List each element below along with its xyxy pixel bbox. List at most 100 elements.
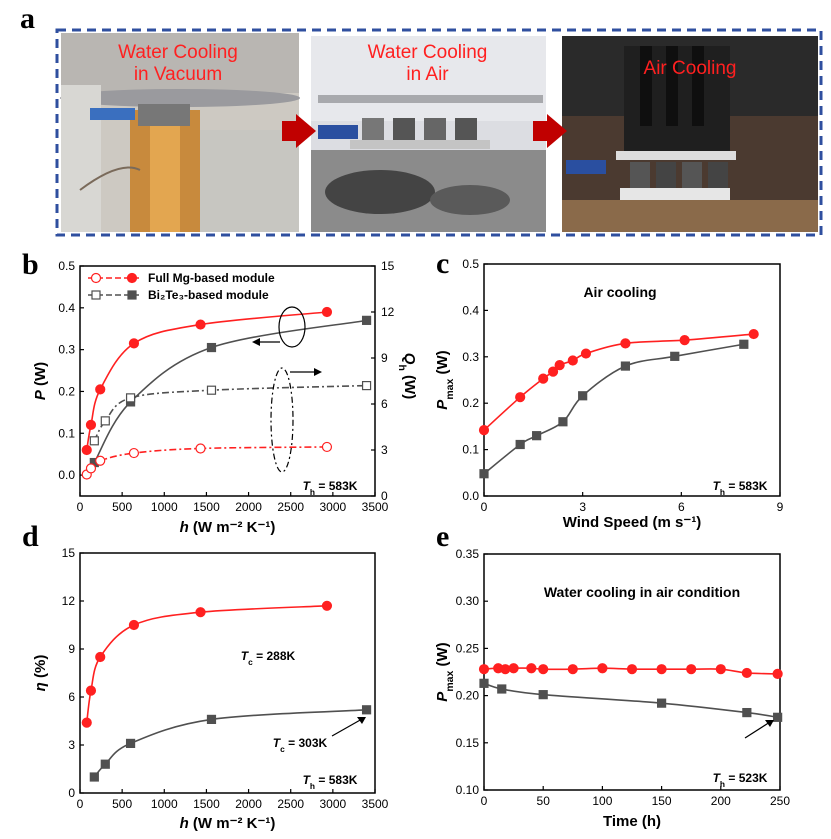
y-tick-label-c-2: 0.2 [462,396,479,410]
panel-letter-d: d [22,520,39,553]
x-tick-label-d-7: 3500 [362,797,389,811]
x-tick-label-c-1: 3 [579,500,586,514]
data-point-b-2-2 [95,455,106,466]
arrow-2 [533,114,567,148]
y-axis-label-d: η (%) [32,655,49,692]
plot-frame-c [483,263,781,497]
data-point-d-1-3 [206,714,217,725]
data-point-e-1-1 [497,684,507,694]
chart-title-e: Water cooling in air condition [544,584,740,600]
panel-letter-e: e [436,520,450,553]
x-tick-label-c-0: 0 [481,500,488,514]
y-right-tick-label-b-2: 6 [381,397,388,411]
photo-label-3: Air Cooling [590,58,790,80]
x-tick-label-b-3: 1500 [193,500,220,514]
y-tick-label-d-5: 15 [62,546,76,560]
data-point-b-3-0 [89,436,99,446]
photo-label-1-line2: in Vacuum [133,64,223,85]
data-point-e-0-0 [478,664,490,675]
series-line-d-0 [85,605,327,723]
y-tick-label-e-2: 0.20 [456,689,480,703]
annotation-e: Th = 523K [713,771,768,789]
data-point-b-0-2 [95,384,106,395]
x-tick-label-e-2: 100 [592,794,612,808]
panel-letter-b: b [22,248,39,281]
data-point-b-0-0 [81,444,92,456]
photo-air-cooling [562,36,818,232]
x-tick-label-d-6: 3000 [320,797,347,811]
photo-water-cooling-vacuum [60,33,300,232]
x-tick-label-b-7: 3500 [362,500,389,514]
series-line-b-0 [85,311,328,451]
data-point-d-0-5 [321,600,333,611]
y-right-tick-label-b-0: 0 [381,489,388,503]
legend-marker-filled-1 [127,290,137,300]
data-point-d-0-3 [128,619,140,631]
data-point-b-0-3 [128,338,140,349]
data-point-c-1-6 [670,351,680,361]
legend-marker-open-0 [90,272,102,284]
data-point-c-0-6 [580,348,592,359]
data-point-e-0-13 [772,668,783,679]
annotation-arrow-e-shaft [744,721,771,739]
data-point-b-3-1 [100,416,110,426]
y-tick-label-e-1: 0.15 [456,736,480,750]
data-point-c-0-7 [620,338,631,349]
data-point-e-1-4 [742,707,752,718]
curve-label-303: Tc = 303K [273,736,328,754]
photo-label-2-line2: in Air [406,64,449,85]
y-tick-label-e-0: 0.10 [456,783,480,797]
y-right-axis-label-b: Qh (W) [396,353,418,399]
legend-label-0: Full Mg-based module [148,271,275,285]
data-point-c-0-4 [554,360,565,371]
annotation-b: Th = 583K [303,479,358,497]
data-point-e-0-7 [597,663,608,674]
y-tick-label-b-0: 0.0 [58,468,75,482]
data-point-c-0-8 [679,334,690,346]
y-axis-label-e: Pmax (W) [434,642,456,701]
x-tick-label-e-5: 250 [770,794,790,808]
legend-label-1: Bi₂Te₃-based module [148,288,269,302]
data-point-c-1-4 [578,391,588,401]
data-point-e-0-3 [508,663,519,674]
data-point-e-0-8 [626,664,638,675]
x-tick-label-d-5: 2500 [277,797,304,811]
series-line-e-1 [483,682,778,719]
x-tick-label-b-1: 500 [112,500,132,514]
data-point-c-1-3 [558,417,568,427]
panel-a-photos [55,28,823,237]
data-point-c-0-0 [478,425,490,436]
x-tick-label-c-3: 9 [777,500,784,514]
data-point-c-0-2 [538,373,549,384]
y-tick-label-e-5: 0.35 [456,547,480,561]
data-point-c-1-7 [739,339,749,349]
y-tick-label-c-1: 0.1 [462,443,479,457]
data-point-b-3-2 [125,393,136,403]
data-point-d-1-0 [89,772,99,782]
data-point-d-0-4 [195,607,206,618]
photo-label-1-line1: Water Cooling [118,42,238,63]
plot-frame-d [79,552,376,794]
data-point-c-0-5 [567,355,578,366]
data-point-b-0-4 [195,319,206,330]
data-point-b-0-5 [321,306,333,318]
photo-label-2: Water Cooling in Air [320,42,535,86]
annotation-c: Th = 583K [713,479,768,497]
y-tick-label-c-5: 0.5 [462,257,479,271]
y-tick-label-c-3: 0.3 [462,350,479,364]
x-tick-label-e-4: 200 [711,794,731,808]
arrow-left-head [252,338,260,346]
y-axis-label-b: P (W) [32,362,49,400]
data-point-e-0-4 [526,663,537,674]
data-point-b-2-1 [85,463,97,474]
x-tick-label-b-4: 2000 [235,500,262,514]
x-axis-label-d: h (W m⁻² K⁻¹) [180,815,276,832]
x-tick-label-b-0: 0 [77,500,84,514]
x-tick-label-d-4: 2000 [235,797,262,811]
data-point-e-0-5 [538,664,549,675]
data-point-b-1-2 [206,342,217,353]
x-tick-label-b-2: 1000 [151,500,178,514]
y-tick-label-c-0: 0.0 [462,489,479,503]
y-tick-label-c-4: 0.4 [462,303,479,317]
